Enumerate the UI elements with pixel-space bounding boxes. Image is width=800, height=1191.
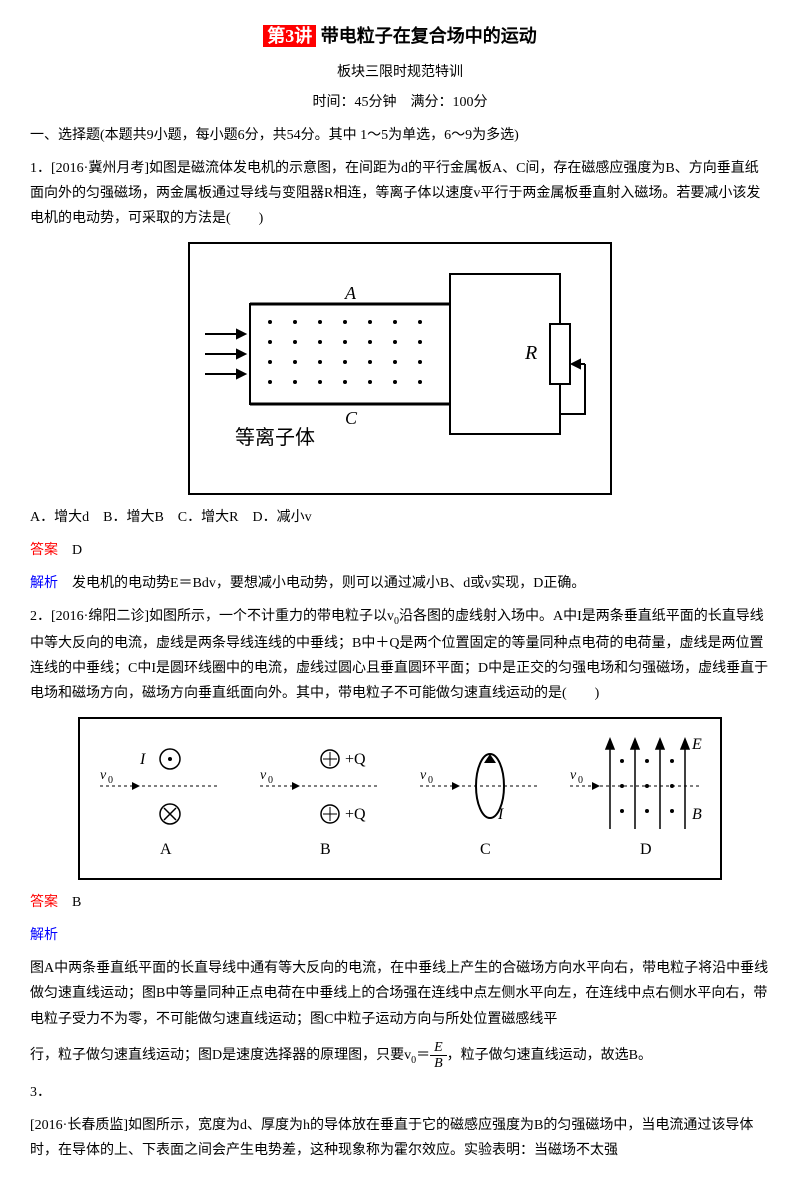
- label-C: C: [345, 408, 358, 428]
- analysis-1: 发电机的电动势E＝Bdv，要想减小电动势，则可以通过减小B、d或v实现，D正确。: [72, 576, 585, 591]
- svg-text:B: B: [320, 841, 331, 858]
- svg-text:0: 0: [578, 775, 583, 786]
- title-lecture: 第3讲: [263, 25, 316, 47]
- title-topic: 带电粒子在复合场中的运动: [321, 26, 537, 46]
- svg-text:v: v: [570, 768, 577, 783]
- panel-A: I v0 A: [100, 749, 220, 858]
- arrows-in: [205, 330, 245, 378]
- svg-text:v: v: [100, 768, 107, 783]
- subtitle-1: 板块三限时规范特训: [30, 60, 770, 85]
- panel-D: E B v0 D: [570, 736, 702, 858]
- svg-text:E: E: [691, 736, 702, 753]
- analysis-label-2: 解析: [30, 928, 58, 943]
- svg-text:I: I: [497, 806, 504, 823]
- svg-text:0: 0: [108, 775, 113, 786]
- analysis-label-1: 解析: [30, 576, 58, 591]
- q3-num: 3．: [30, 1080, 770, 1105]
- panel-B: +Q +Q v0 B: [260, 750, 380, 858]
- dots-field: [268, 320, 422, 384]
- svg-text:v: v: [420, 768, 427, 783]
- figure-2: I v0 A +Q +Q v0 B I: [78, 717, 722, 880]
- answer-label-2: 答案: [30, 895, 58, 910]
- answer-1: D: [72, 543, 82, 558]
- q3-stem: [2016·长春质监]如图所示，宽度为d、厚度为h的导体放在垂直于它的磁感应强度…: [30, 1113, 770, 1163]
- svg-text:I: I: [139, 751, 146, 768]
- section-heading: 一、选择题(本题共9小题，每小题6分，共54分。其中 1～5为单选，6～9为多选…: [30, 123, 770, 148]
- svg-text:B: B: [692, 806, 702, 823]
- svg-text:v: v: [260, 768, 267, 783]
- svg-text:C: C: [480, 841, 491, 858]
- label-A: A: [344, 283, 357, 303]
- label-R: R: [524, 342, 537, 364]
- analysis-2-p1: 图A中两条垂直纸平面的长直导线中通有等大反向的电流，在中垂线上产生的合磁场方向水…: [30, 956, 770, 1032]
- figure-1: A C 等离子体 R: [188, 242, 612, 495]
- label-plasma: 等离子体: [235, 426, 315, 449]
- svg-text:0: 0: [268, 775, 273, 786]
- q1-choices: A．增大d B．增大B C．增大R D．减小v: [30, 505, 770, 530]
- subtitle-2: 时间：45分钟 满分：100分: [30, 90, 770, 115]
- svg-text:0: 0: [428, 775, 433, 786]
- answer-2: B: [72, 895, 81, 910]
- svg-text:D: D: [640, 841, 652, 858]
- answer-label-1: 答案: [30, 543, 58, 558]
- panel-C: I v0 C: [420, 754, 540, 858]
- analysis-2-p2: 行，粒子做匀速直线运动；图D是速度选择器的原理图，只要v0＝EB，粒子做匀速直线…: [30, 1040, 770, 1072]
- q2-stem: 2．[2016·绵阳二诊]如图所示，一个不计重力的带电粒子以v0沿各图的虚线射入…: [30, 604, 770, 706]
- q1-stem: 1．[2016·冀州月考]如图是磁流体发电机的示意图，在间距为d的平行金属板A、…: [30, 156, 770, 232]
- svg-text:+Q: +Q: [345, 806, 366, 823]
- svg-text:+Q: +Q: [345, 751, 366, 768]
- svg-text:A: A: [160, 841, 172, 858]
- circuit: [450, 274, 585, 434]
